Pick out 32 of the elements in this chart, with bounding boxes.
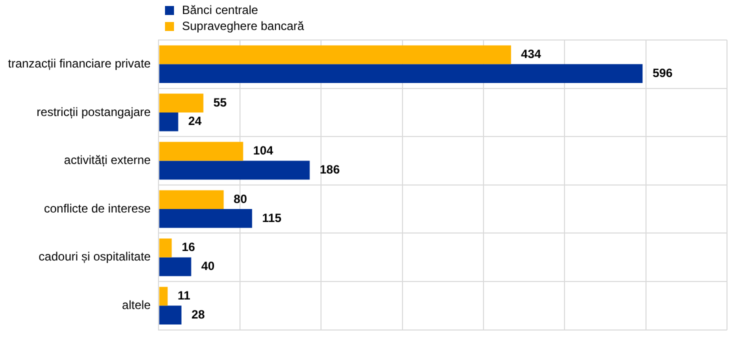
data-label: 16	[182, 240, 196, 254]
bar	[159, 94, 204, 112]
y-tick-label: tranzacții financiare private	[8, 56, 152, 70]
data-label: 596	[652, 66, 673, 80]
bar	[159, 64, 643, 83]
data-label: 434	[521, 47, 542, 62]
y-tick-label: cadouri și ospitalitate	[38, 250, 152, 264]
data-label: 186	[320, 162, 340, 176]
data-label: 104	[253, 144, 274, 158]
data-label: 40	[201, 259, 215, 274]
y-tick-label: restricții postangajare	[36, 104, 152, 119]
bar	[159, 238, 172, 258]
data-label: 55	[213, 95, 228, 110]
bar	[159, 142, 244, 161]
legend-label: Bănci centrale	[182, 3, 258, 17]
bar	[159, 45, 512, 64]
y-tick-label: conflicte de interese	[44, 201, 152, 216]
y-tick-label: altele	[122, 298, 152, 312]
data-label: 24	[188, 114, 202, 128]
bar	[159, 112, 178, 132]
bar	[159, 257, 192, 276]
bar	[159, 160, 310, 180]
legend-label: Supraveghere bancară	[182, 19, 304, 33]
data-label: 80	[234, 192, 248, 206]
data-label: 28	[191, 307, 206, 322]
data-label: 115	[262, 210, 282, 225]
data-label: 11	[178, 288, 191, 303]
y-tick-label: activități externe	[64, 153, 152, 168]
bar	[159, 286, 168, 306]
bar	[159, 190, 224, 210]
bar	[159, 306, 182, 324]
bar	[159, 209, 252, 228]
